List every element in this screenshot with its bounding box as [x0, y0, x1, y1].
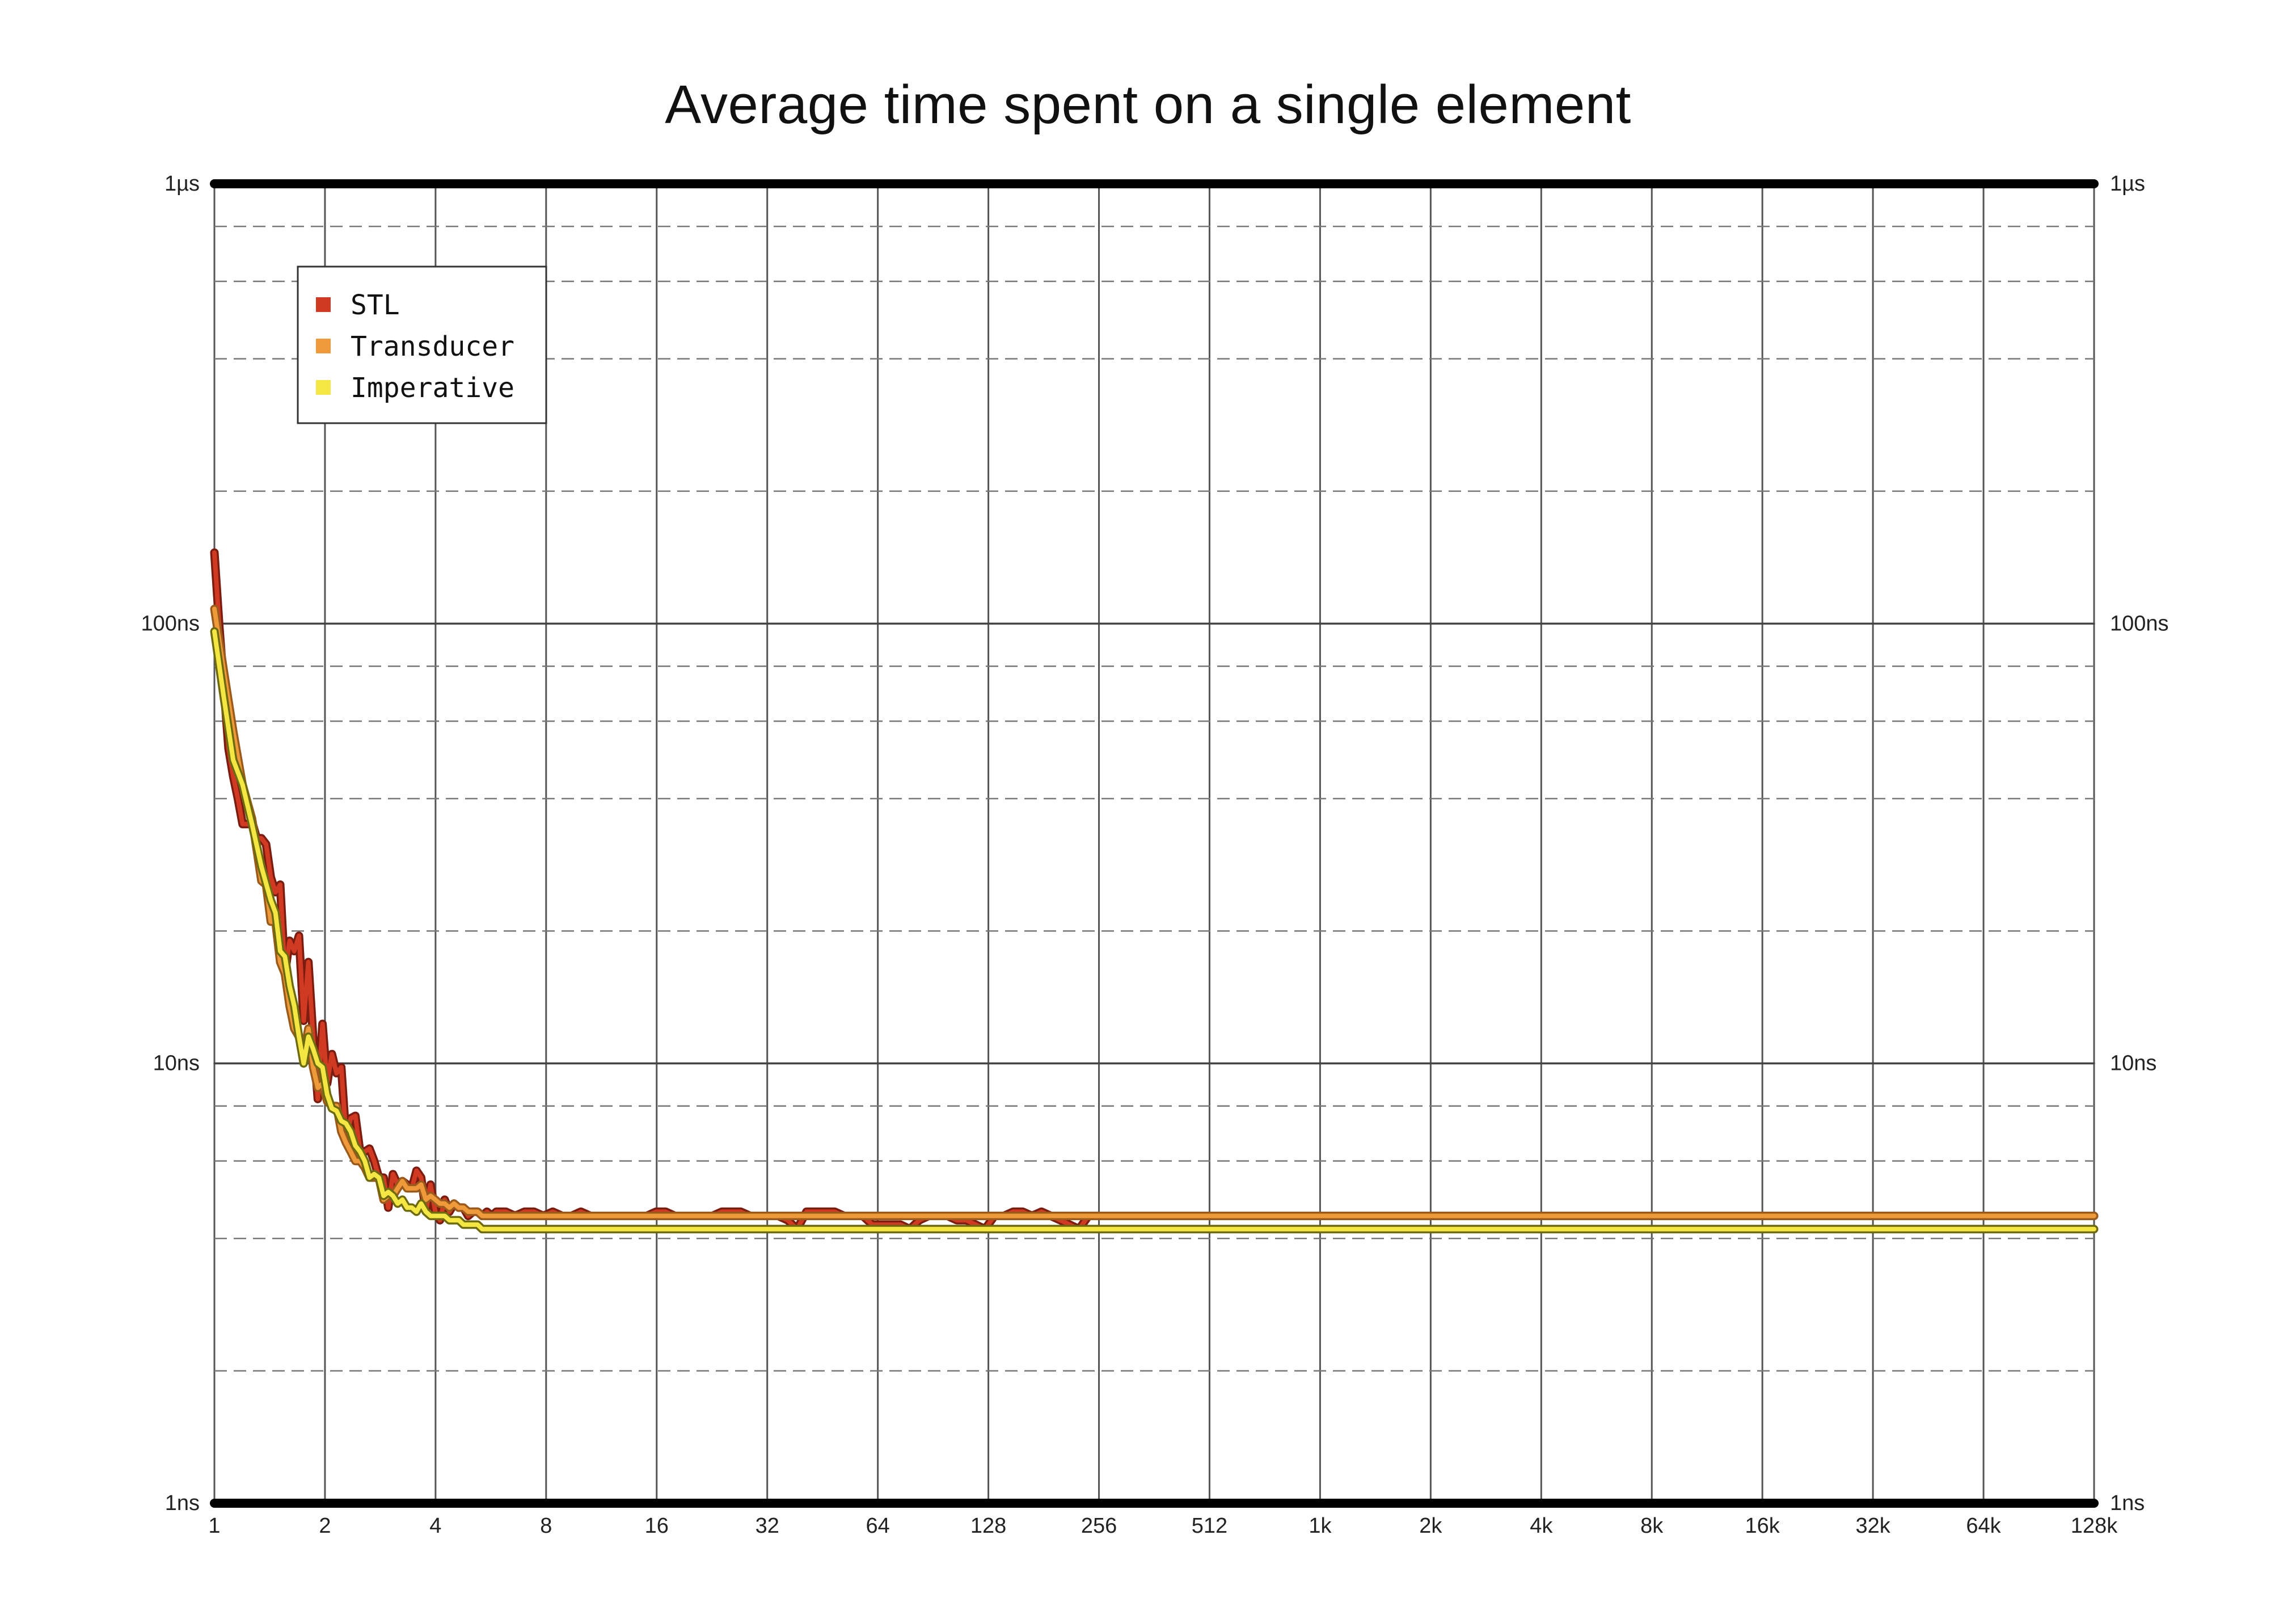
x-tick-label: 256 — [1081, 1514, 1117, 1538]
legend-label: STL — [351, 289, 400, 321]
x-tick-label: 2k — [1419, 1514, 1442, 1538]
legend-swatch — [316, 339, 331, 353]
y-tick-label-left: 100ns — [141, 611, 200, 635]
x-tick-label: 32k — [1855, 1514, 1890, 1538]
legend-label: Imperative — [351, 372, 514, 404]
x-tick-label: 64k — [1966, 1514, 2001, 1538]
x-tick-label: 64 — [866, 1514, 890, 1538]
chart-title: Average time spent on a single element — [665, 74, 1631, 135]
series-line-transducer — [212, 606, 2096, 1218]
legend-swatch — [316, 297, 331, 312]
y-tick-label-left: 10ns — [153, 1052, 200, 1076]
y-tick-label-left: 1ns — [165, 1491, 200, 1515]
x-tick-label: 2 — [319, 1514, 331, 1538]
x-tick-label: 1 — [208, 1514, 220, 1538]
series-outline-stl — [210, 548, 2099, 1234]
series-line-imperative — [212, 629, 2096, 1232]
x-tick-label: 512 — [1192, 1514, 1227, 1538]
legend-label: Transducer — [351, 331, 514, 362]
series-outline-transducer — [210, 604, 2099, 1220]
legend-box — [297, 265, 547, 424]
y-tick-label-left: 1µs — [164, 172, 200, 196]
legend: STL Transducer Imperative — [297, 265, 547, 424]
x-tick-label: 16 — [645, 1514, 669, 1538]
x-tick-label: 8k — [1640, 1514, 1664, 1538]
x-tick-label: 128 — [970, 1514, 1006, 1538]
x-tick-label: 16k — [1745, 1514, 1780, 1538]
y-tick-label-right: 1µs — [2110, 172, 2145, 196]
x-tick-label: 4 — [429, 1514, 441, 1538]
axes: 1 2 4 8 16 32 64 128 256 512 1k 2k 4k 8k 16k 32k 64k 128k… — [141, 172, 2168, 1538]
y-tick-label-right: 10ns — [2110, 1052, 2156, 1076]
series-line-stl — [212, 550, 2096, 1232]
y-tick-label-right: 1ns — [2110, 1491, 2145, 1515]
x-tick-label: 4k — [1530, 1514, 1553, 1538]
x-tick-label: 8 — [540, 1514, 552, 1538]
y-tick-label-right: 100ns — [2110, 611, 2169, 635]
legend-swatch — [316, 380, 331, 395]
x-tick-label: 32 — [756, 1514, 779, 1538]
series-lines — [210, 548, 2099, 1234]
x-tick-label: 128k — [2071, 1514, 2118, 1538]
x-tick-label: 1k — [1309, 1514, 1332, 1538]
